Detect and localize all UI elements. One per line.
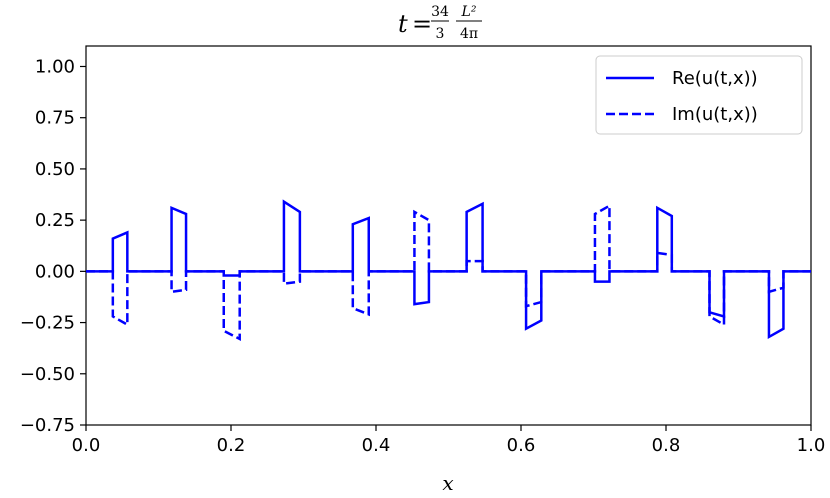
legend: Re(u(t,x)) Im(u(t,x))	[595, 55, 803, 135]
series-line-im	[86, 203, 811, 342]
y-tick-label: −0.75	[20, 415, 75, 436]
plot-area-frame	[85, 45, 812, 426]
series-layer	[86, 199, 811, 342]
y-tick-label: 1.00	[35, 56, 75, 77]
title-num2: L²	[461, 4, 477, 20]
chart-title: t = 34 3 L² 4π	[398, 4, 482, 42]
y-tick-label: 0.00	[35, 261, 75, 282]
x-tick-label: 1.0	[797, 435, 826, 456]
title-den1: 3	[436, 26, 445, 42]
x-tick-label: 0.0	[72, 435, 101, 456]
x-tick-label: 0.6	[507, 435, 536, 456]
x-tick-label: 0.8	[652, 435, 681, 456]
y-tick-label: 0.50	[35, 159, 75, 180]
legend-label-re: Re(u(t,x))	[672, 68, 758, 89]
title-eq: =	[412, 10, 432, 38]
title-den2: 4π	[460, 26, 478, 42]
x-tick-label: 0.4	[362, 435, 391, 456]
y-tick-label: −0.50	[20, 364, 75, 385]
legend-label-im: Im(u(t,x))	[672, 104, 758, 125]
y-tick-label: 0.25	[35, 210, 75, 231]
x-tick-label: 0.2	[217, 435, 246, 456]
y-tick-label: −0.25	[20, 313, 75, 334]
x-axis-ticks: 0.0 0.2 0.4 0.6 0.8 1.0	[72, 425, 826, 456]
x-axis-label: x	[442, 471, 453, 495]
title-var: t	[398, 10, 408, 38]
title-num1: 34	[431, 4, 449, 20]
series-line-re	[86, 199, 811, 340]
y-axis-ticks: −0.75 −0.50 −0.25 0.00 0.25 0.50 0.75 1.00	[20, 56, 86, 436]
y-tick-label: 0.75	[35, 108, 75, 129]
